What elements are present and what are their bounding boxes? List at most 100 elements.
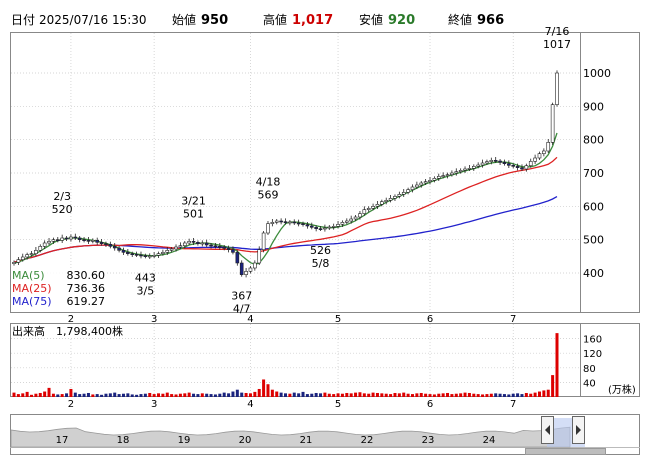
candle-body — [528, 161, 533, 166]
volume-x-label: 2 — [68, 399, 74, 410]
navigator-label: 18 — [117, 435, 130, 446]
volume-bar — [60, 394, 64, 397]
volume-label: 出来高 — [12, 324, 45, 338]
volume-bar — [437, 393, 441, 397]
volume-bar — [323, 392, 327, 397]
candle-body — [555, 72, 559, 105]
candle-body — [143, 255, 148, 257]
volume-bar — [502, 394, 506, 397]
candle-body — [296, 222, 301, 225]
candle-body — [147, 255, 152, 258]
navigator-label: 20 — [239, 435, 252, 446]
volume-bar — [450, 394, 454, 397]
volume-bar — [459, 393, 463, 397]
navigator-right-handle[interactable] — [572, 416, 585, 444]
volume-x-label: 5 — [335, 399, 341, 410]
volume-bar — [472, 393, 476, 397]
candle-body — [480, 162, 485, 166]
navigator-labels: 17 18 19 20 21 22 23 24 — [56, 435, 496, 446]
candle-body — [235, 252, 240, 264]
candle-body — [288, 221, 292, 224]
volume-bar — [139, 394, 143, 397]
volume-bar — [257, 388, 261, 397]
candle-body — [130, 253, 135, 255]
volume-bar — [240, 392, 244, 397]
candle-body — [454, 171, 459, 174]
volume-bar — [78, 394, 82, 397]
candle-body — [524, 165, 529, 170]
candle-body — [213, 245, 218, 247]
volume-bar — [187, 392, 191, 397]
volume-bar — [546, 389, 550, 397]
volume-tick-label: 120 — [583, 349, 602, 360]
navigator-scroll-thumb[interactable] — [525, 448, 606, 455]
candle-body — [152, 255, 156, 257]
volume-bar — [165, 392, 169, 397]
volume-bar — [476, 394, 480, 397]
candle-body — [353, 216, 358, 220]
candle-body — [537, 153, 542, 159]
annotation-value: 443 — [135, 271, 156, 284]
volume-bar — [428, 394, 432, 397]
candle-body — [485, 161, 489, 164]
candle-body — [410, 186, 415, 190]
volume-bar — [393, 392, 397, 397]
ma5-value: 830.60 — [67, 269, 106, 282]
candle-body — [139, 254, 143, 257]
volume-bar — [113, 392, 117, 397]
price-tick-label: 500 — [583, 234, 604, 247]
candle-body — [533, 157, 537, 162]
annotation-value: 569 — [257, 189, 278, 202]
ma5-label: MA(5) — [12, 269, 45, 282]
candle-body — [226, 248, 231, 250]
volume-bar — [537, 391, 541, 397]
volume-value: 1,798,400株 — [56, 324, 123, 338]
candle-body — [336, 224, 340, 227]
price-x-label: 4 — [247, 314, 253, 325]
volume-bar — [266, 384, 270, 397]
volume-bar — [516, 393, 520, 397]
candle-body — [393, 196, 397, 199]
volume-tick-label: 160 — [583, 335, 602, 346]
volume-bar — [170, 394, 174, 397]
volume-bar — [231, 391, 235, 397]
ma-legend: MA(5) 830.60 MA(25) 736.36 MA(75) 619.27 — [11, 268, 107, 310]
navigator-label: 19 — [178, 435, 191, 446]
volume-bar — [152, 394, 156, 397]
volume-bar — [21, 393, 25, 397]
volume-bar — [384, 393, 388, 397]
candle-body — [55, 239, 60, 241]
navigator-left-handle[interactable] — [541, 416, 554, 444]
volume-unit: (万株) — [608, 383, 636, 396]
candle-body — [99, 242, 104, 244]
candle-body — [397, 194, 402, 197]
candle-body — [196, 242, 200, 244]
volume-bar — [340, 393, 344, 397]
navigator-overview-area — [10, 426, 571, 448]
candle-body — [345, 220, 349, 223]
volume-bar — [56, 394, 60, 397]
candle-body — [458, 170, 463, 172]
volume-bar — [262, 379, 266, 397]
volume-bar — [397, 393, 401, 397]
candle-body — [270, 222, 275, 224]
annotation-value: 520 — [52, 203, 73, 216]
price-axis-ticks: 400 500 600 700 800 900 1000 — [583, 67, 611, 280]
volume-bar — [542, 390, 546, 397]
volume-bar — [43, 391, 47, 397]
candle-body — [182, 242, 187, 246]
close-label: 終値 — [448, 12, 472, 27]
volume-bar — [51, 393, 55, 397]
volume-bar — [415, 393, 419, 397]
candle-body — [507, 163, 511, 166]
volume-bar — [467, 392, 471, 397]
candle-body — [95, 240, 100, 243]
candle-body — [318, 228, 323, 230]
navigator-label: 17 — [56, 435, 69, 446]
candle-body — [38, 246, 43, 251]
candle-body — [178, 245, 183, 248]
volume-bar — [349, 393, 353, 397]
candle-body — [358, 213, 362, 218]
candle-body — [428, 180, 432, 182]
